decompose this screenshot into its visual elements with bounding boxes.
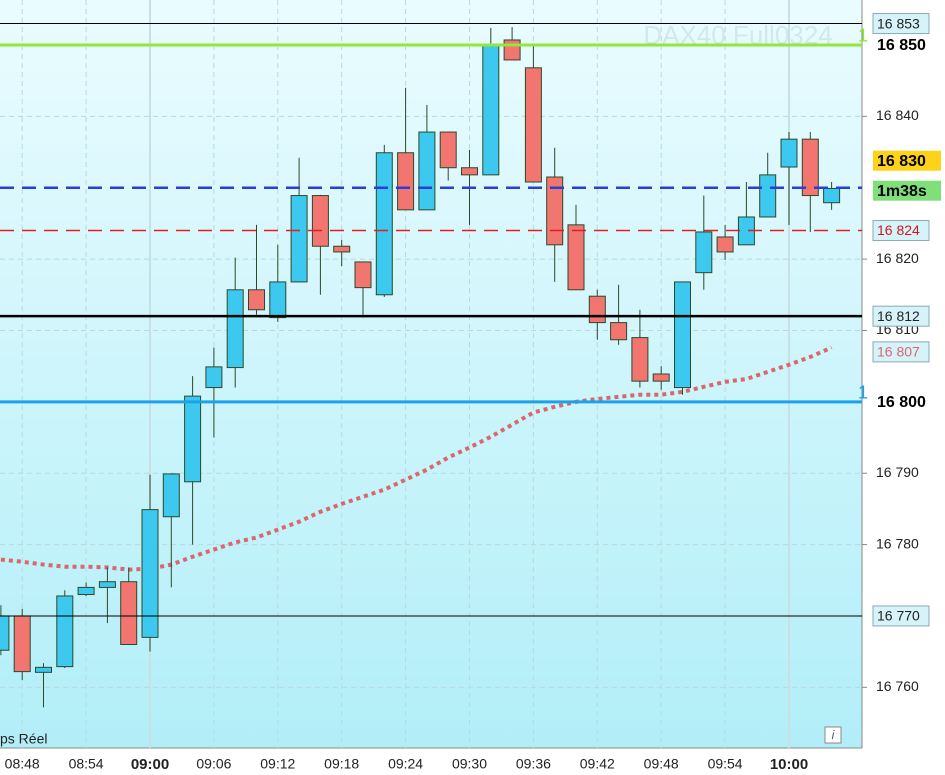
x-tick-label: 10:00: [770, 756, 808, 773]
level-tag: 1: [858, 383, 868, 403]
candle-body: [35, 666, 52, 673]
y-tick-label: 16 790: [876, 464, 919, 480]
timer-label-box: [873, 180, 941, 201]
x-tick-label: 09:18: [324, 756, 359, 772]
candle-body: [205, 366, 223, 389]
level-label-box: [872, 305, 930, 327]
candle-body: [482, 44, 500, 176]
candle-body: [311, 195, 329, 247]
x-tick-label: 09:30: [452, 756, 487, 772]
candle-body: [503, 39, 521, 61]
ma-label: 16 807: [877, 344, 920, 360]
candle-body: [354, 261, 372, 289]
x-tick-label: 09:54: [708, 756, 743, 772]
level-label: 16 812: [877, 308, 920, 324]
info-glyph[interactable]: i: [832, 728, 835, 742]
x-tick-label: 09:00: [131, 756, 169, 773]
ma-label-box: [872, 341, 930, 363]
level-label-box: [872, 13, 930, 35]
candle-body: [823, 187, 841, 204]
candle-body: [120, 581, 138, 646]
candle-body: [290, 195, 308, 283]
candle-body: [780, 138, 798, 168]
candle-body: [461, 167, 478, 176]
x-tick-label: 08:48: [5, 756, 40, 772]
candle-body: [524, 67, 542, 183]
level-label-box: [872, 220, 930, 242]
candle-body: [98, 581, 116, 588]
candle-body: [13, 615, 31, 673]
level-label-box: [873, 391, 929, 412]
candle-body: [77, 586, 95, 596]
candle-body: [439, 131, 457, 169]
candle-body: [418, 131, 436, 211]
level-label: 16 800: [877, 394, 926, 411]
level-label: 16 850: [877, 37, 926, 54]
y-tick-label: 16 760: [876, 678, 919, 694]
time-axis: [0, 748, 862, 775]
candle-body: [162, 473, 180, 518]
candle-body: [375, 152, 393, 296]
candle-body: [226, 289, 244, 369]
candle-body: [695, 231, 713, 274]
y-tick-label: 16 840: [876, 107, 919, 123]
candle-body: [0, 615, 10, 651]
candle-body: [801, 138, 819, 197]
level-label: 16 770: [877, 608, 920, 624]
level-tag: 1: [858, 26, 868, 46]
candle-body: [610, 322, 628, 341]
status-label: ps Réel: [0, 731, 47, 747]
candle-body: [716, 236, 734, 253]
candle-body: [269, 281, 287, 319]
current-price-label-box: [873, 150, 941, 171]
candle-body: [248, 289, 265, 311]
candle-body: [546, 176, 564, 246]
y-tick-label: 16 820: [876, 250, 919, 266]
candle-body: [56, 595, 74, 668]
x-tick-label: 09:36: [516, 756, 551, 772]
candle-body: [652, 373, 670, 382]
candle-body: [588, 295, 606, 324]
moving-average: [0, 345, 833, 572]
candle-body: [184, 395, 202, 483]
x-tick-label: 08:54: [69, 756, 104, 772]
candle-body: [759, 174, 777, 218]
x-tick-label: 09:12: [260, 756, 295, 772]
candle-body: [333, 245, 351, 253]
candle-body: [674, 281, 691, 389]
candle-body: [397, 152, 415, 211]
x-tick-label: 09:42: [580, 756, 615, 772]
level-label: 16 824: [877, 222, 920, 238]
x-tick-label: 09:24: [388, 756, 423, 772]
candle-body: [631, 337, 649, 382]
info-box[interactable]: [824, 726, 842, 744]
info-icon[interactable]: i: [824, 726, 842, 744]
x-tick-label: 09:06: [196, 756, 231, 772]
level-label: 16 853: [877, 15, 920, 31]
candle-body: [567, 224, 585, 291]
level-label-box: [872, 605, 930, 627]
current-price-label: 16 830: [877, 153, 926, 170]
level-label-box: [873, 34, 929, 55]
y-tick-label: 16 780: [876, 535, 919, 551]
x-tick-label: 09:48: [644, 756, 679, 772]
price-axis: [862, 0, 945, 775]
timer-label: 1m38s: [877, 183, 927, 200]
candle-body: [141, 509, 159, 638]
